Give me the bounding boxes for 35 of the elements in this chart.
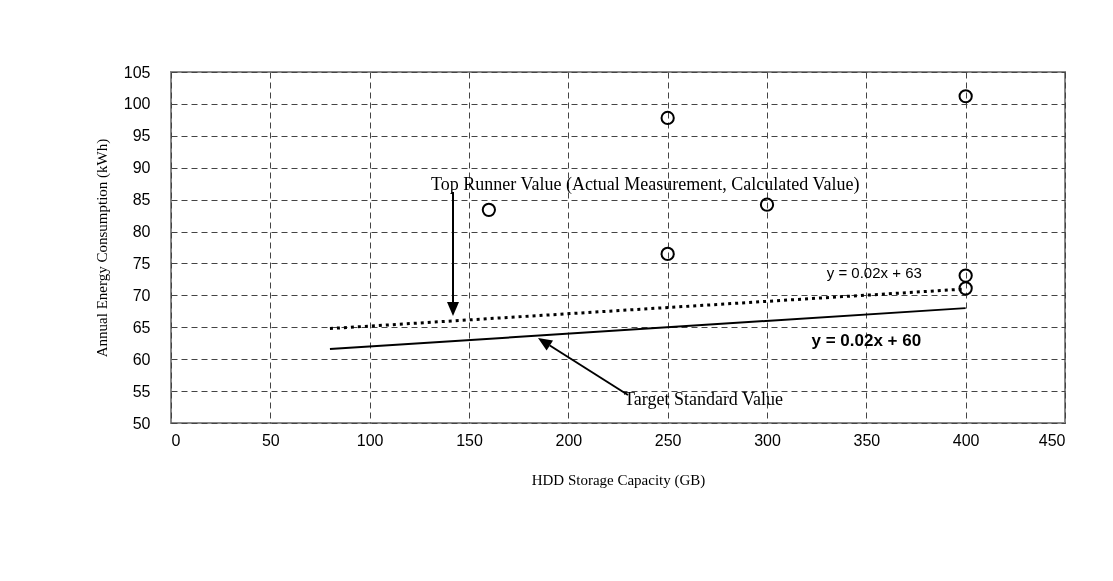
annotation: Target Standard Value: [624, 389, 784, 409]
point: [958, 268, 973, 283]
y-axis-title: Annual Energy Consumption (kWh): [93, 138, 111, 358]
x-tick-label: 350: [853, 431, 881, 449]
x-tick-label: 200: [555, 431, 583, 449]
y-tick-label: 105: [123, 63, 151, 81]
x-tick-label: 400: [952, 431, 980, 449]
x-tick-label: 50: [261, 431, 280, 449]
y-tick-label: 85: [132, 191, 151, 209]
x-tick-label: 150: [456, 431, 483, 449]
point: [660, 246, 675, 261]
y-tick-label: 100: [123, 95, 151, 113]
y-tick-label: 50: [132, 414, 151, 432]
point: [481, 202, 496, 217]
y-tick-label: 75: [132, 254, 151, 272]
x-tick-label: 100: [356, 431, 384, 449]
annotation: y = 0.02x + 60: [811, 330, 922, 350]
y-tick-label: 70: [132, 286, 151, 304]
point: [660, 110, 675, 126]
y-tick-label: 60: [132, 350, 151, 368]
x-tick-label: 250: [654, 431, 682, 449]
annotation: y = 0.02x + 63: [826, 263, 922, 281]
x-axis-title: HDD Storage Capacity (GB): [531, 471, 706, 489]
x-tick-label: 300: [754, 431, 781, 449]
y-tick-label: 95: [132, 127, 151, 145]
annotation: Top Runner Value (Actual Measurement, Calculated Value): [431, 174, 860, 195]
y-tick-label: 90: [132, 159, 151, 177]
y-tick-label: 80: [132, 223, 151, 241]
x-tick-label: 0: [171, 431, 181, 449]
x-tick-label: 450: [1038, 431, 1066, 449]
point: [759, 197, 775, 212]
point: [958, 281, 973, 296]
point: [958, 89, 973, 104]
y-tick-label: 55: [132, 382, 151, 400]
y-tick-label: 65: [132, 318, 151, 336]
